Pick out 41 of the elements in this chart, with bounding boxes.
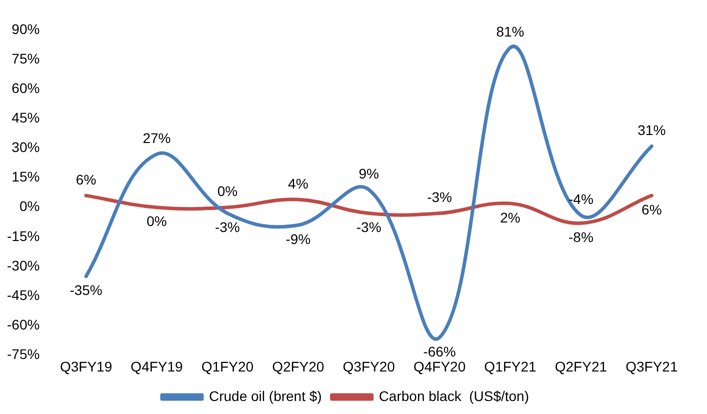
x-tick-label: Q3FY19 [60, 358, 112, 374]
y-tick-label: 30% [12, 139, 40, 156]
x-tick-label: Q4FY20 [413, 358, 466, 374]
y-tick-label: -30% [6, 257, 40, 274]
data-label: -35% [70, 282, 102, 298]
data-label: 4% [288, 175, 308, 192]
x-tick-label: Q1FY21 [484, 358, 537, 374]
x-tick-label: Q4FY19 [130, 358, 184, 374]
y-tick-label: 0% [19, 198, 40, 214]
x-tick-label: Q2FY21 [554, 358, 608, 374]
y-tick-label: 60% [12, 80, 40, 96]
data-label: -4% [568, 191, 594, 208]
data-label: 0% [146, 213, 167, 230]
y-tick-label: -60% [6, 316, 40, 332]
y-tick-label: 75% [12, 50, 40, 66]
y-tick-label: 90% [12, 20, 40, 37]
legend-label: Crude oil (brent $) [208, 388, 322, 404]
y-tick-label: 15% [12, 168, 40, 185]
data-label: 2% [500, 209, 520, 226]
data-label: -3% [214, 219, 240, 236]
data-label: 31% [638, 122, 666, 138]
x-tick-label: Q1FY20 [201, 358, 254, 374]
y-tick-label: -45% [6, 286, 40, 303]
data-label: -9% [286, 230, 311, 247]
data-label: 0% [217, 183, 238, 200]
data-label: 9% [358, 166, 379, 182]
data-label: -66% [423, 343, 456, 360]
y-tick-label: 45% [12, 110, 40, 126]
data-label: 6% [642, 201, 662, 218]
data-label: -3% [427, 189, 452, 206]
data-label: 81% [496, 24, 524, 40]
y-tick-label: -75% [6, 346, 40, 362]
data-label: 6% [76, 171, 96, 188]
data-label: 27% [142, 130, 171, 146]
data-label: -3% [356, 219, 382, 236]
x-tick-label: Q3FY21 [626, 358, 678, 374]
y-tick-label: -15% [6, 228, 40, 244]
x-tick-label: Q2FY20 [272, 358, 324, 374]
x-tick-label: Q3FY20 [342, 358, 396, 374]
legend-label: Carbon black (US$/ton) [378, 388, 530, 404]
data-label: -8% [568, 229, 594, 246]
